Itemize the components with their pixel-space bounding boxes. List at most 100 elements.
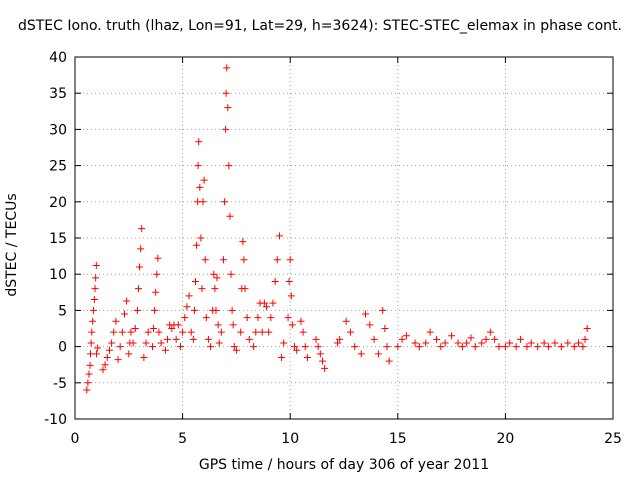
data-point [267,314,275,322]
data-point [486,328,494,336]
data-point [174,321,182,329]
data-point [293,346,301,354]
data-point [583,325,591,332]
data-point [93,350,101,358]
data-point [303,353,311,361]
data-point [458,343,466,351]
data-point [92,274,100,282]
data-point [86,350,94,358]
data-point [155,328,163,336]
data-point [197,234,205,242]
data-point [491,335,499,343]
data-point [540,339,548,347]
data-point [94,344,102,352]
data-point [222,125,230,133]
data-point [342,317,350,325]
data-point [422,339,430,347]
data-point [202,314,210,322]
data-point [370,335,378,343]
data-point [394,343,402,351]
data-point [252,328,260,336]
data-point [176,343,184,351]
data-point [118,328,126,336]
data-point [114,356,122,364]
data-point [232,346,240,354]
data-point [151,306,159,314]
data-point [280,339,288,347]
data-point [237,328,245,336]
data-point [581,335,589,343]
data-point [214,321,222,329]
data-point [116,343,124,351]
data-point [150,325,158,332]
data-point [112,317,120,325]
y-tick-label: 20 [49,195,67,211]
data-point [495,343,503,351]
data-point [415,343,423,351]
x-tick-label: 0 [71,431,80,447]
data-point [195,138,203,146]
data-point [570,343,578,351]
data-point [227,270,235,278]
data-point [564,339,572,347]
data-point [129,339,137,347]
y-tick-label: -5 [53,376,67,392]
y-tick-label: 5 [58,303,67,319]
data-point [138,225,146,233]
data-point [398,335,406,343]
data-point [286,256,294,264]
data-point [383,343,391,351]
data-point [90,306,98,314]
data-point [110,328,118,336]
data-point [144,328,152,336]
data-point [278,353,286,361]
data-point [137,245,145,253]
data-point [287,292,295,300]
data-point [201,256,209,264]
data-point [127,328,135,336]
x-tick-label: 10 [281,431,299,447]
data-point [243,314,251,322]
data-point [179,328,187,336]
data-point [334,339,342,347]
data-point [123,297,131,305]
data-point [134,285,142,293]
data-point [88,328,96,336]
data-point [426,328,434,336]
data-point [228,306,236,314]
data-point [285,277,293,285]
data-point [194,162,202,170]
data-point [90,296,98,304]
data-point [258,328,266,336]
data-point [181,314,189,322]
data-point [125,350,133,358]
data-point [351,343,359,351]
data-point [193,241,201,249]
data-point [284,314,292,322]
data-point [86,361,94,369]
data-point [254,314,262,322]
y-tick-label: 30 [49,122,67,138]
data-point [379,306,387,314]
data-point [226,212,234,220]
data-point [357,350,365,358]
data-point [346,328,354,336]
data-point [271,277,279,285]
x-tick-label: 20 [496,431,514,447]
y-tick-label: 0 [58,340,67,356]
data-point [148,343,156,351]
y-tick-label: -10 [44,412,67,428]
data-point [198,285,206,293]
data-point [314,343,322,351]
data-point [87,339,95,347]
data-point [471,343,479,351]
data-point [527,339,535,347]
data-point [219,256,227,264]
data-point [557,343,565,351]
data-point [105,346,113,354]
data-point [544,343,552,351]
data-point [101,361,109,369]
x-axis-label: GPS time / hours of day 306 of year 2011 [198,457,490,473]
data-point [199,198,207,206]
data-point [245,335,253,343]
